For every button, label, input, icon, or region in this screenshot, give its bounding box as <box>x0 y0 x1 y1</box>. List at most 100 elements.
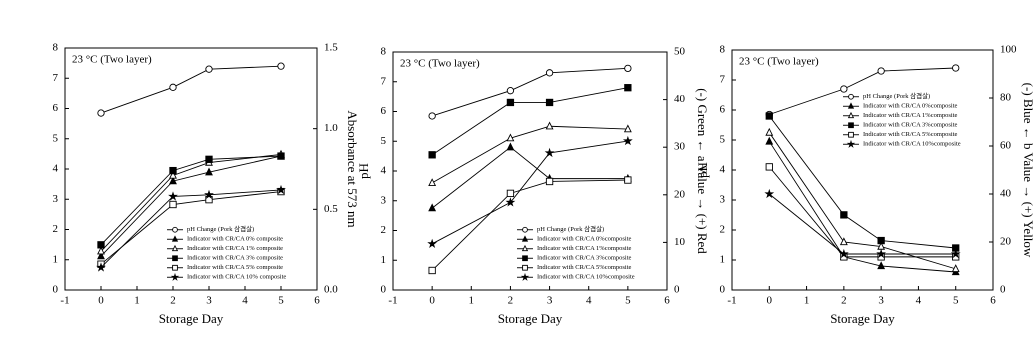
legend-label: Indicator with CR/CA 3% composite <box>187 255 283 262</box>
marker <box>96 262 106 272</box>
y-tick-label: 6 <box>720 104 726 116</box>
marker <box>521 244 529 252</box>
series-line <box>100 65 282 114</box>
legend: pH Change (Pork 삼겹살) Indicator with CR/CA… <box>517 224 635 281</box>
x-tick-label: 1 <box>469 295 475 307</box>
marker <box>624 64 632 73</box>
marker <box>847 102 855 109</box>
x-tick-label: 0 <box>767 295 773 307</box>
marker <box>545 121 554 130</box>
marker <box>876 248 887 259</box>
marker <box>545 69 554 77</box>
x-tick-label: 5 <box>953 295 959 307</box>
series-line <box>100 191 282 265</box>
y-tick-label: 0 <box>381 284 387 296</box>
marker <box>506 133 515 142</box>
y2-tick-label: 0 <box>1000 284 1006 296</box>
marker <box>171 235 179 242</box>
marker <box>839 237 848 246</box>
y2-tick-label: 1.5 <box>324 42 338 54</box>
y2-tick-label: 60 <box>1000 140 1012 152</box>
y2-axis-label: (-) Blue ← b Value → (+) Yellow <box>1021 83 1035 258</box>
x-tick-label: 4 <box>916 295 922 307</box>
marker <box>506 98 515 107</box>
x-tick-label: 6 <box>664 295 670 307</box>
legend: pH Change (Pork 삼겹살) Indicator with CR/CA… <box>167 224 286 281</box>
y2-tick-label: 50 <box>674 46 686 58</box>
marker <box>428 203 437 212</box>
marker <box>847 111 855 119</box>
marker <box>428 178 437 187</box>
legend-label: Indicator with CR/CA 1%composite <box>863 112 958 119</box>
legend-label: Indicator with CR/CA 0%composite <box>537 236 632 243</box>
marker <box>522 264 528 271</box>
marker <box>97 246 105 255</box>
marker <box>172 226 178 233</box>
marker <box>624 176 632 184</box>
marker <box>838 248 849 259</box>
marker <box>848 131 854 138</box>
legend-label: Indicator with CR/CA 10% composite <box>187 274 286 281</box>
legend-label: Indicator with CR/CA 5%composite <box>537 264 632 271</box>
marker <box>622 135 633 146</box>
x-tick-label: 2 <box>170 295 176 307</box>
marker <box>521 235 529 242</box>
legend-label: Indicator with CR/CA 0%composite <box>863 103 958 110</box>
x-tick-label: 6 <box>314 295 320 307</box>
series-line <box>100 155 282 246</box>
y-tick-label: 8 <box>381 46 387 58</box>
x-tick-label: 4 <box>586 295 592 307</box>
series-line <box>431 87 628 156</box>
y2-tick-label: 40 <box>674 93 686 105</box>
marker <box>545 98 554 107</box>
marker <box>97 251 105 260</box>
y-tick-label: 7 <box>381 75 387 87</box>
x-tick-label: -1 <box>60 295 69 307</box>
legend-label: Indicator with CR/CA 10%composite <box>537 274 635 281</box>
marker <box>840 211 848 219</box>
marker <box>623 124 632 133</box>
y-tick-label: 4 <box>720 164 726 176</box>
y-tick-label: 2 <box>53 223 59 235</box>
series-line <box>769 67 956 115</box>
legend-label: pH Change (Pork 삼겹살) <box>863 91 930 100</box>
y-axis-label: pH <box>356 163 371 179</box>
marker <box>97 241 105 249</box>
series-line <box>431 125 628 184</box>
series-line <box>768 141 956 273</box>
marker <box>205 65 213 73</box>
marker <box>848 122 854 129</box>
series-line <box>432 67 628 117</box>
marker <box>169 83 177 91</box>
legend-label: Indicator with CR/CA 3%composite <box>537 255 632 262</box>
x-axis-label: Storage Day <box>159 311 224 326</box>
series-line <box>431 146 628 209</box>
annotation: 23 °C (Two layer) <box>72 54 152 66</box>
y-tick-label: 4 <box>381 165 387 177</box>
legend-label: Indicator with CR/CA 3%composite <box>863 122 958 129</box>
marker <box>428 151 436 159</box>
marker <box>877 67 885 75</box>
x-tick-label: 0 <box>98 295 104 307</box>
y-tick-label: 5 <box>720 134 726 146</box>
legend-label: Indicator with CR/CA 10%composite <box>863 141 961 148</box>
marker <box>171 244 179 252</box>
marker <box>277 152 285 160</box>
y2-tick-label: 80 <box>1000 92 1012 104</box>
marker <box>205 167 213 176</box>
marker <box>172 264 178 271</box>
y-axis-label: pH <box>695 162 710 178</box>
y2-tick-label: 20 <box>674 188 686 200</box>
x-tick-label: 5 <box>278 295 284 307</box>
x-tick-label: 2 <box>508 295 514 307</box>
x-tick-label: 1 <box>134 295 140 307</box>
y-tick-label: 0 <box>720 284 726 296</box>
marker <box>169 166 177 175</box>
marker <box>765 112 773 120</box>
y-tick-label: 8 <box>53 42 59 54</box>
marker <box>952 64 960 72</box>
